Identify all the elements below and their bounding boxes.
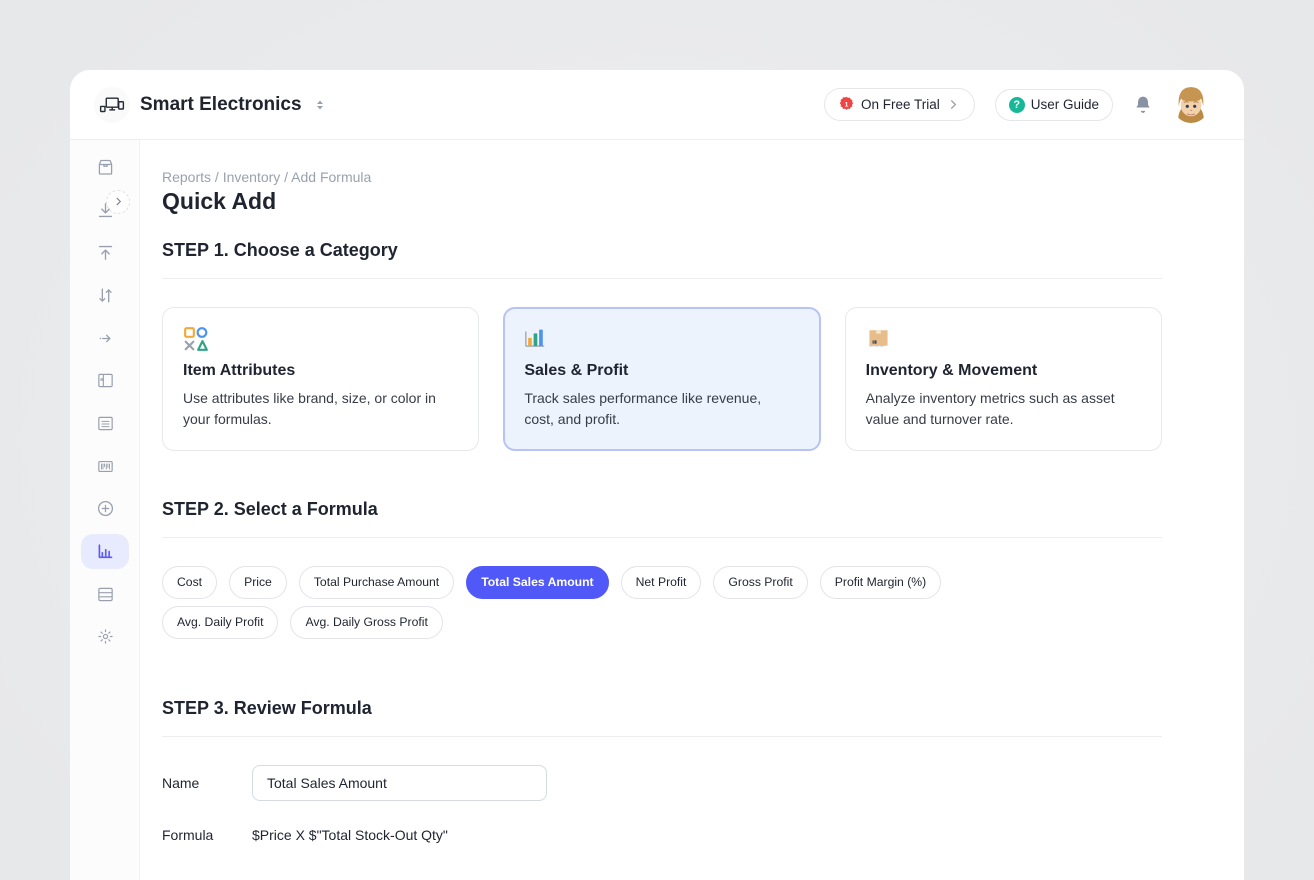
- svg-text:1: 1: [845, 101, 849, 108]
